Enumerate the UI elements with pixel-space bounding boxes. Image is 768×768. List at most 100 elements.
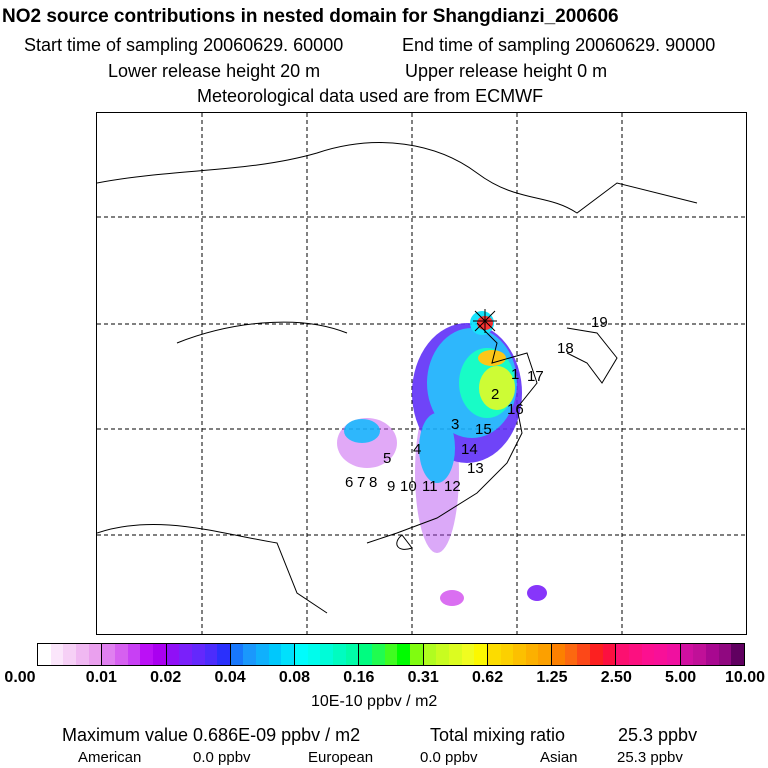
colorbar-swatch	[602, 644, 616, 665]
colorbar	[37, 643, 745, 666]
colorbar-swatch	[513, 644, 526, 665]
colorbar-unit: 10E-10 ppbv / m2	[311, 693, 438, 710]
end-time: End time of sampling 20060629. 90000	[402, 35, 716, 55]
colorbar-swatch	[166, 644, 180, 665]
colorbar-swatch	[243, 644, 257, 665]
colorbar-tick: 0.01	[85, 669, 117, 686]
region-label: 6	[345, 474, 353, 491]
colorbar-swatch	[693, 644, 706, 665]
colorbar-swatch	[75, 644, 89, 665]
colorbar-swatch	[397, 644, 410, 665]
colorbar-group	[680, 644, 744, 665]
european-label: European	[308, 749, 374, 766]
colorbar-group	[552, 644, 617, 665]
colorbar-tick: 2.50	[600, 669, 632, 686]
map-plot: 1 2 3 4 5 6 7 8 9 10 11 12 13 14 15 16 17 18 19	[96, 112, 748, 636]
colorbar-swatch	[641, 644, 655, 665]
max-value: Maximum value 0.686E-09 ppbv / m2	[62, 725, 361, 745]
region-label: 1	[511, 366, 519, 383]
region-label: 3	[451, 416, 459, 433]
colorbar-swatch	[217, 644, 230, 665]
start-time: Start time of sampling 20060629. 60000	[24, 35, 344, 55]
colorbar-swatch	[345, 644, 359, 665]
region-label: 18	[557, 340, 574, 357]
colorbar-swatch	[191, 644, 205, 665]
colorbar-group	[38, 644, 103, 665]
region-label: 16	[507, 401, 524, 418]
colorbar-swatch	[731, 644, 744, 665]
colorbar-tick: 0.08	[278, 669, 311, 686]
colorbar-swatch	[63, 644, 76, 665]
colorbar-swatch	[359, 644, 372, 665]
region-label: 11	[422, 478, 438, 495]
colorbar-swatch	[474, 644, 487, 665]
colorbar-swatch	[88, 644, 102, 665]
asian-label: Asian	[540, 749, 578, 766]
region-label: 12	[444, 478, 461, 495]
colorbar-swatch	[525, 644, 539, 665]
colorbar-swatch	[114, 644, 128, 665]
colorbar-tick: 10.00	[724, 669, 766, 686]
colorbar-swatch	[705, 644, 719, 665]
colorbar-group	[423, 644, 488, 665]
plume	[337, 311, 547, 606]
colorbar-swatch	[423, 644, 437, 665]
colorbar-swatch	[384, 644, 398, 665]
colorbar-swatch	[320, 644, 334, 665]
colorbar-group	[102, 644, 167, 665]
region-label: 15	[475, 421, 492, 438]
colorbar-group	[359, 644, 424, 665]
colorbar-swatch	[179, 644, 192, 665]
colorbar-swatch	[577, 644, 591, 665]
colorbar-swatch	[50, 644, 64, 665]
colorbar-swatch	[371, 644, 385, 665]
coastlines	[96, 142, 698, 614]
chart-title: NO2 source contributions in nested domai…	[2, 6, 619, 27]
colorbar-swatch	[102, 644, 115, 665]
colorbar-tick: 0.31	[407, 669, 439, 686]
colorbar-swatch	[616, 644, 630, 665]
colorbar-tick: 0.04	[214, 669, 246, 686]
colorbar-swatch	[629, 644, 642, 665]
colorbar-tick: 0.02	[150, 669, 182, 686]
american-value: 0.0 ppbv	[193, 749, 251, 766]
colorbar-group	[616, 644, 681, 665]
colorbar-swatch	[38, 644, 51, 665]
colorbar-swatch	[127, 644, 141, 665]
region-label: 8	[369, 474, 377, 491]
region-label: 4	[413, 441, 421, 458]
colorbar-group	[487, 644, 553, 665]
colorbar-swatch	[230, 644, 244, 665]
region-label: 17	[527, 368, 544, 385]
upper-height: Upper release height 0 m	[405, 61, 608, 81]
colorbar-swatch	[409, 644, 423, 665]
asian-value: 25.3 ppbv	[617, 749, 683, 766]
colorbar-swatch	[590, 644, 603, 665]
american-label: American	[78, 749, 142, 766]
lower-height: Lower release height 20 m	[108, 61, 321, 81]
colorbar-swatch	[564, 644, 578, 665]
colorbar-swatch	[152, 644, 166, 665]
colorbar-swatch	[680, 644, 694, 665]
region-label: 13	[467, 460, 484, 477]
colorbar-swatch	[307, 644, 321, 665]
region-label: 19	[591, 314, 608, 331]
colorbar-tick: 0.16	[343, 669, 375, 686]
colorbar-swatch	[268, 644, 282, 665]
colorbar-swatch	[204, 644, 218, 665]
region-label: 2	[491, 386, 499, 403]
colorbar-swatch	[500, 644, 514, 665]
region-label: 7	[357, 474, 365, 491]
colorbar-tick: 0.62	[471, 669, 504, 686]
region-label: 9	[387, 478, 395, 495]
european-value: 0.0 ppbv	[420, 749, 478, 766]
colorbar-swatch	[654, 644, 668, 665]
colorbar-tick: 1.25	[536, 669, 568, 686]
region-label: 5	[383, 450, 391, 467]
total-label: Total mixing ratio	[430, 725, 566, 745]
region-label: 14	[461, 441, 478, 458]
colorbar-swatch	[461, 644, 475, 665]
colorbar-swatch	[333, 644, 346, 665]
colorbar-swatch	[448, 644, 462, 665]
